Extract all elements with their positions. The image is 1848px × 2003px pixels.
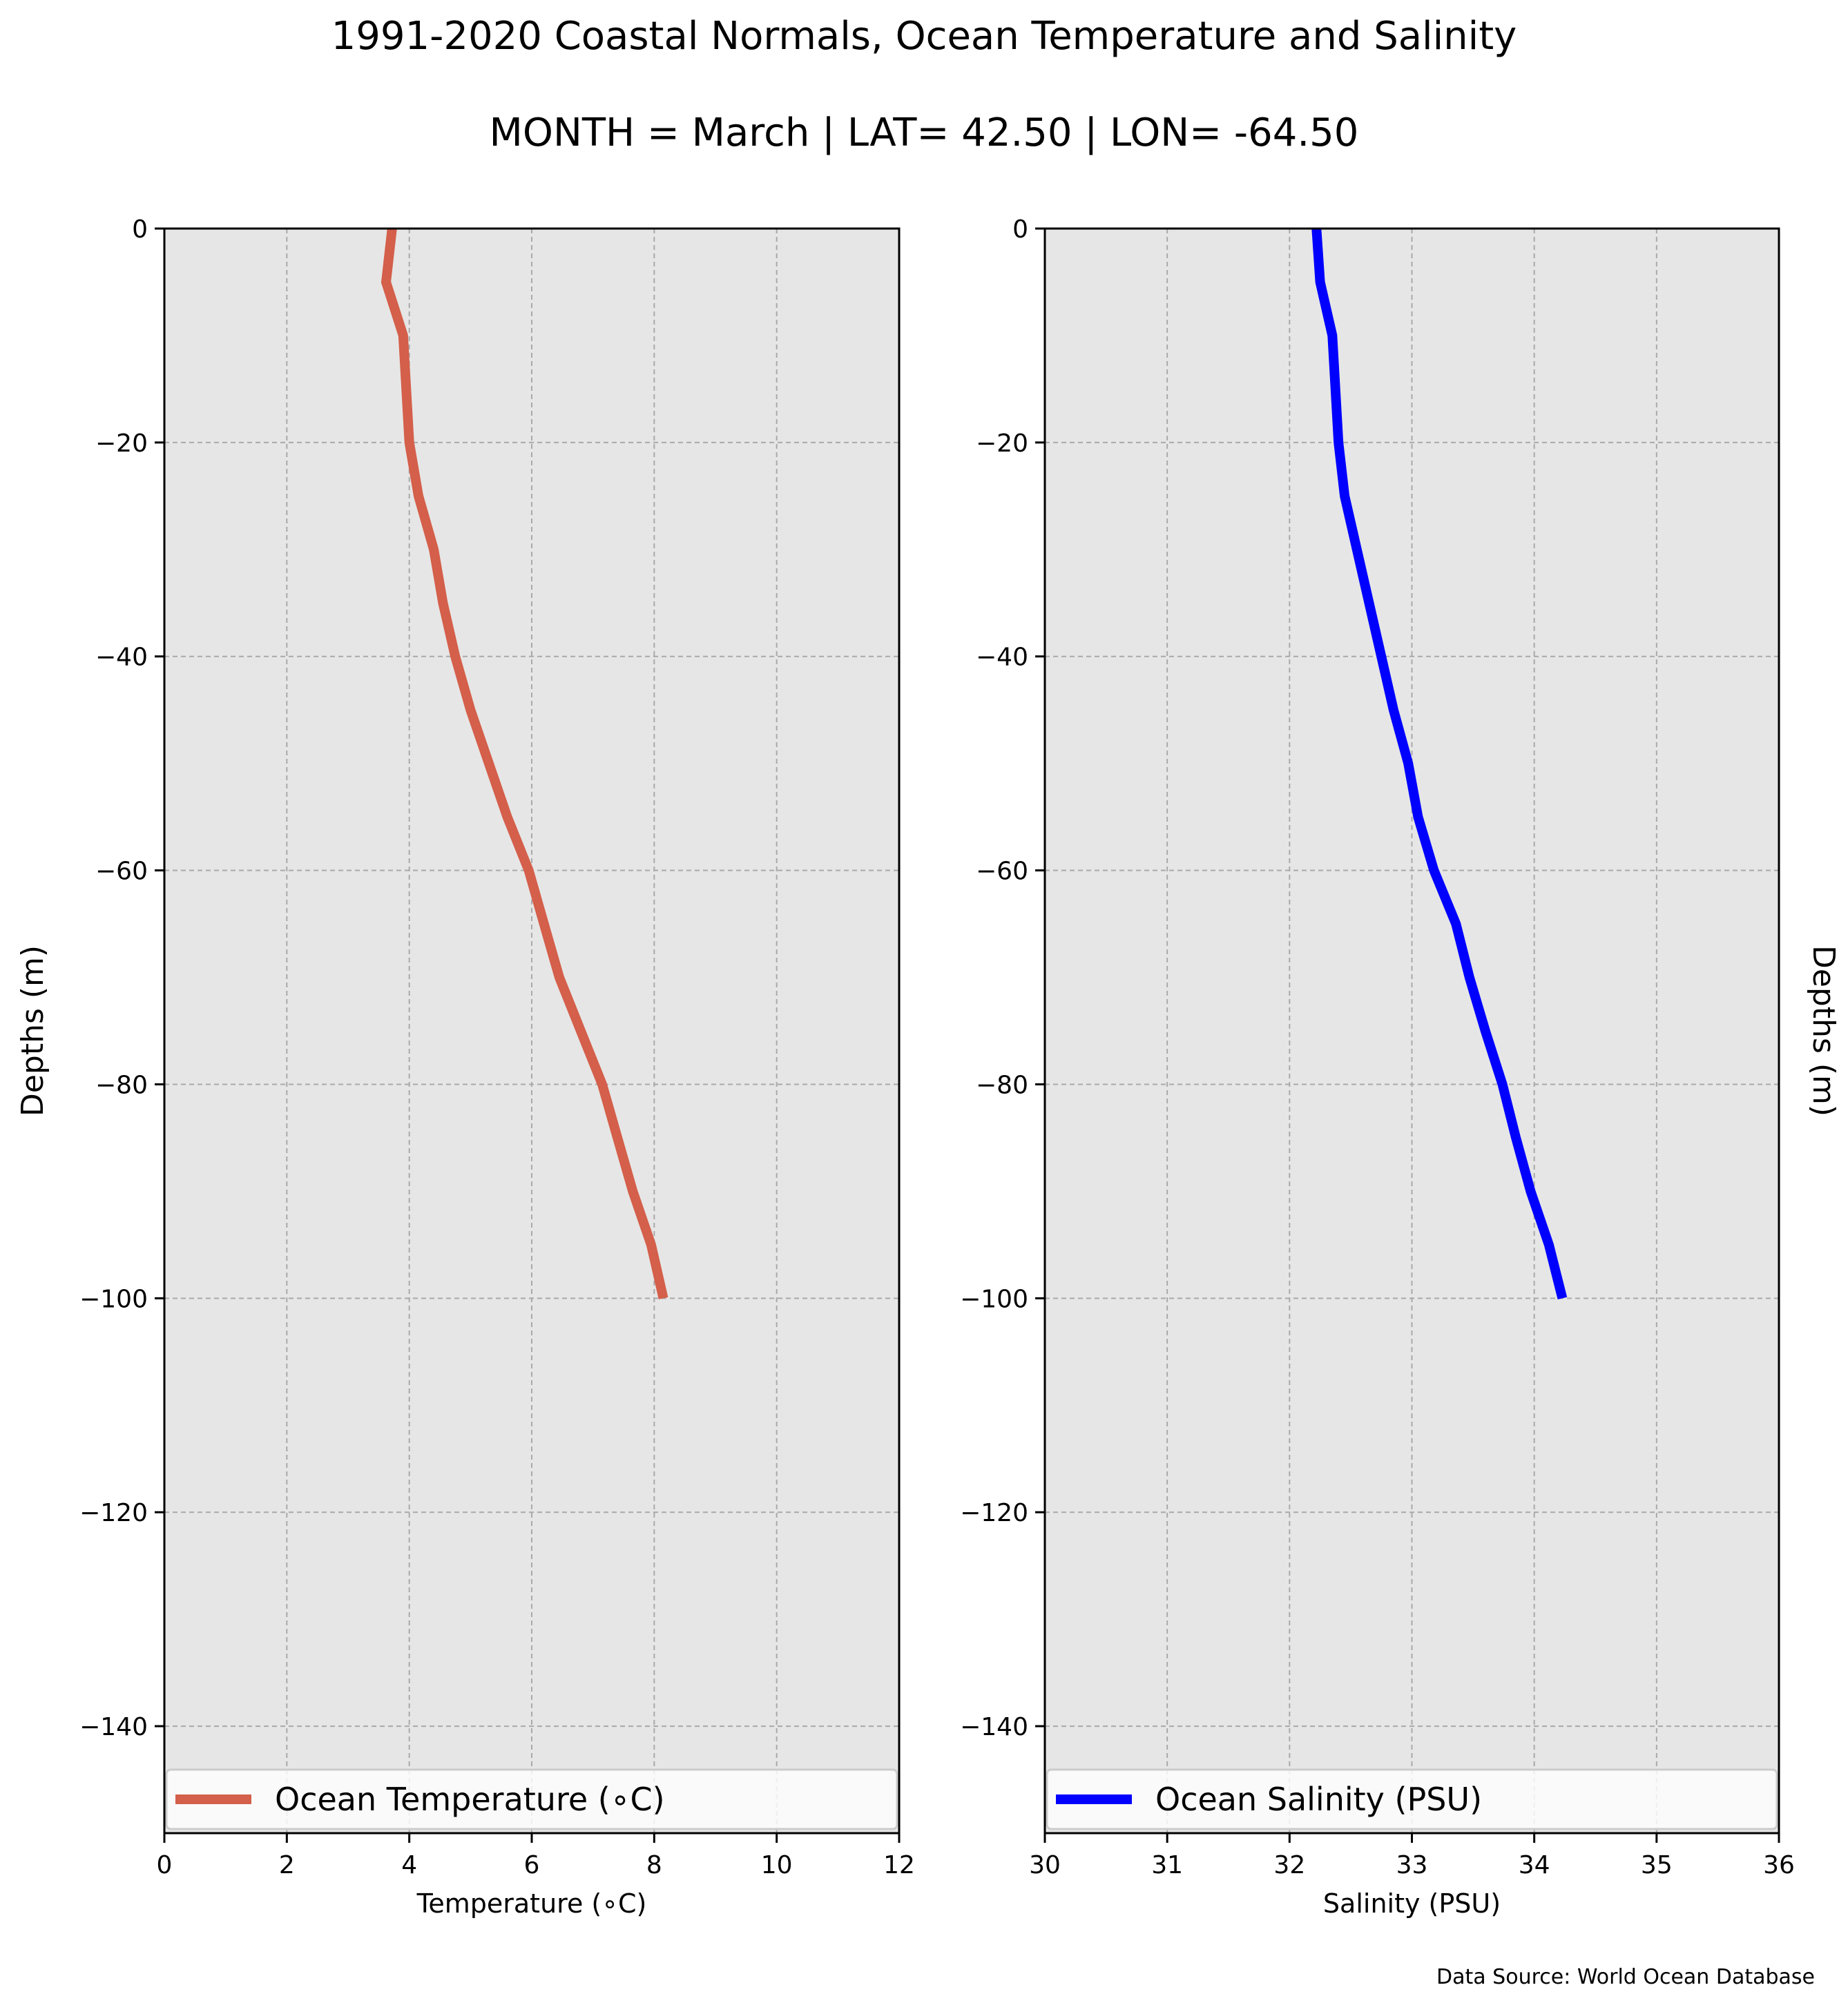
salinity-legend-box (1046, 1768, 1778, 1830)
salinity-xtick-label-1: 31 (1151, 1851, 1183, 1879)
salinity-x-axis-label: Salinity (PSU) (1323, 1888, 1501, 1919)
figure-title: 1991-2020 Coastal Normals, Ocean Tempera… (331, 14, 1517, 59)
temperature-xtick-label-6: 12 (883, 1851, 915, 1879)
temperature-xtick-label-3: 6 (524, 1851, 540, 1879)
figure-subtitle: MONTH = March | LAT= 42.50 | LON= -64.50 (490, 110, 1359, 155)
temperature-ytick-label-7: −140 (79, 1713, 148, 1741)
salinity-series-line (1311, 228, 1568, 1300)
salinity-y-axis-label: Depths (m) (1806, 945, 1841, 1116)
salinity-xtick-label-6: 36 (1763, 1851, 1795, 1879)
temperature-ytick-label-4: −80 (95, 1071, 148, 1099)
salinity-xtick-label-2: 32 (1273, 1851, 1305, 1879)
temperature-xtick-label-5: 10 (761, 1851, 793, 1879)
salinity-xtick-label-0: 30 (1029, 1851, 1061, 1879)
temperature-xtick-label-4: 8 (646, 1851, 662, 1879)
temperature-x-axis-label: Temperature (∘C) (416, 1888, 647, 1919)
temperature-ytick-label-6: −120 (79, 1499, 148, 1527)
salinity-xtick-label-4: 34 (1519, 1851, 1550, 1879)
salinity-ytick-label-5: −100 (960, 1285, 1028, 1313)
temperature-ytick-label-0: 0 (132, 215, 148, 244)
temperature-legend: Ocean Temperature (∘C) (165, 1768, 898, 1830)
temperature-panel: 0 2 4 6 8 10 12 0 −20 −40 −60 −80 −100 −120 −140 Temper… (15, 215, 915, 1919)
temperature-xtick-label-2: 4 (401, 1851, 417, 1879)
temperature-legend-label: Ocean Temperature (∘C) (275, 1781, 665, 1818)
salinity-xtick-label-3: 33 (1396, 1851, 1428, 1879)
salinity-panel: 30 31 32 33 34 35 36 0 −20 −40 −60 −80 −100 −120 −140 S… (960, 215, 1841, 1919)
salinity-ytick-label-0: 0 (1012, 215, 1028, 244)
temperature-xtick-label-0: 0 (157, 1851, 173, 1879)
temperature-y-axis-label: Depths (m) (15, 945, 50, 1116)
salinity-ytick-label-7: −140 (960, 1713, 1028, 1741)
temperature-ytick-label-5: −100 (79, 1285, 148, 1313)
temperature-ytick-label-1: −20 (95, 429, 148, 458)
salinity-ytick-label-3: −60 (976, 858, 1028, 886)
salinity-legend-label: Ocean Salinity (PSU) (1155, 1781, 1482, 1818)
temperature-ytick-label-3: −60 (95, 858, 148, 886)
salinity-ytick-label-6: −120 (960, 1499, 1028, 1527)
temperature-series-line (381, 228, 668, 1299)
salinity-ytick-label-1: −20 (976, 429, 1028, 458)
temperature-legend-box (165, 1768, 898, 1830)
temperature-ytick-label-2: −40 (95, 644, 148, 672)
salinity-ytick-label-4: −80 (976, 1071, 1028, 1099)
salinity-xtick-label-5: 35 (1641, 1851, 1673, 1879)
salinity-ytick-label-2: −40 (976, 644, 1028, 672)
data-source-note: Data Source: World Ocean Database (1436, 1965, 1815, 1989)
salinity-legend: Ocean Salinity (PSU) (1046, 1768, 1778, 1830)
temperature-xtick-label-1: 2 (279, 1851, 295, 1879)
